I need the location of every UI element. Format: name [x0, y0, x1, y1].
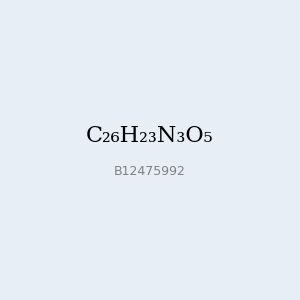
Text: C₂₆H₂₃N₃O₅: C₂₆H₂₃N₃O₅: [86, 125, 214, 148]
Text: B12475992: B12475992: [114, 165, 186, 178]
